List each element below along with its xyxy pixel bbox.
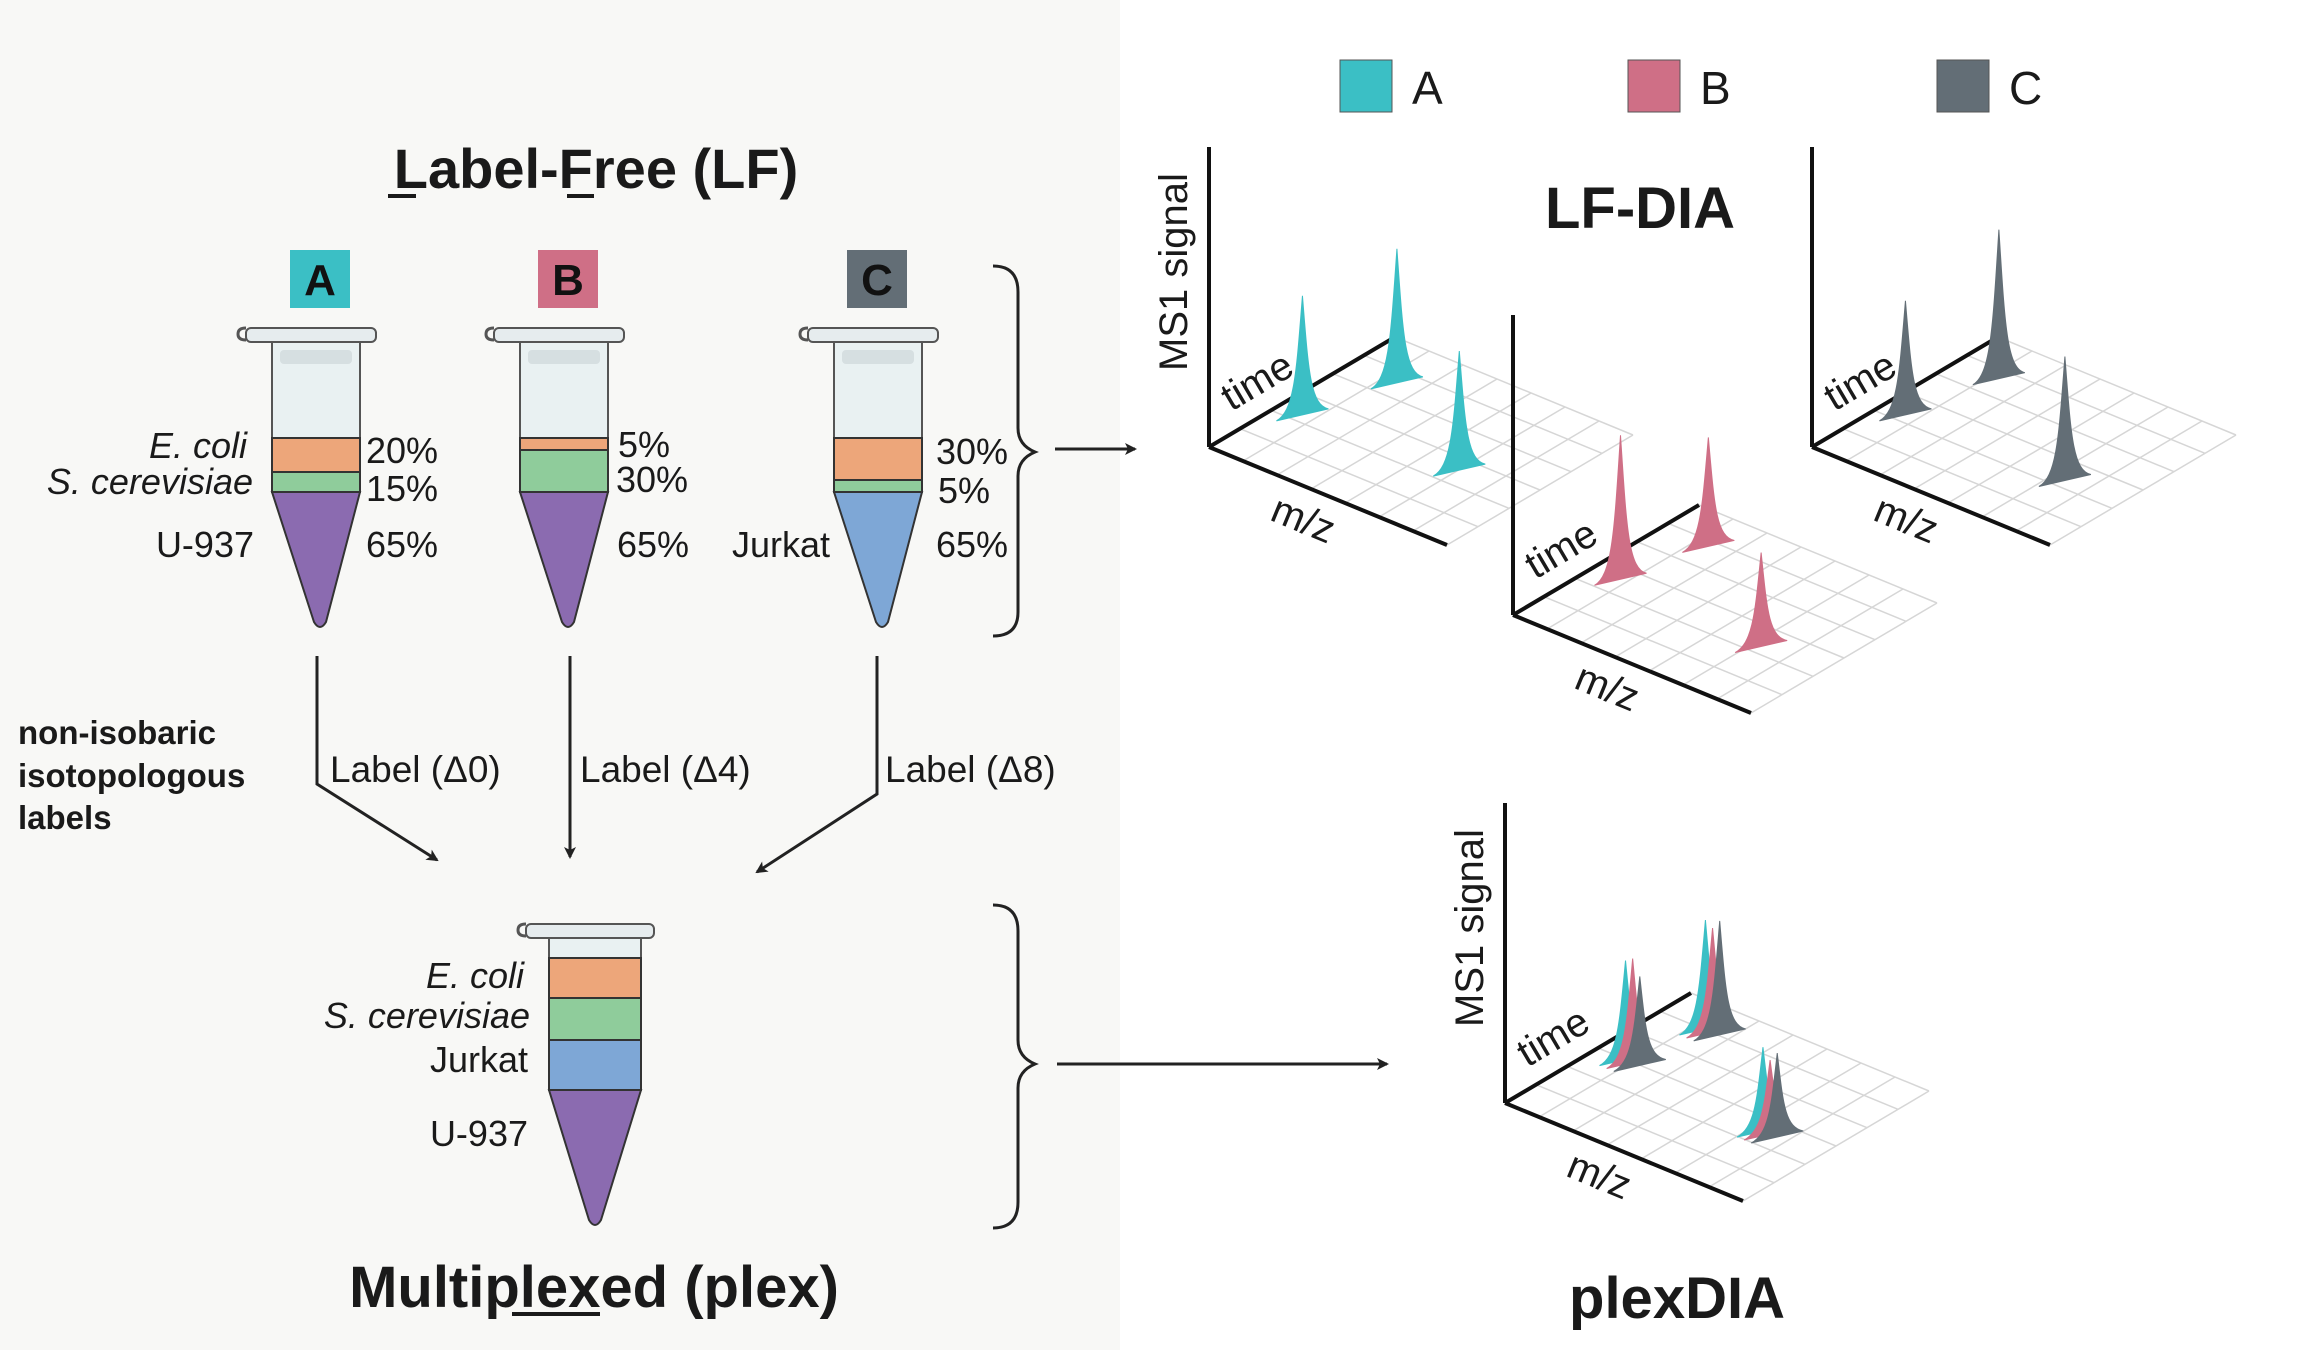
svg-text:A: A <box>304 256 336 305</box>
badge-a: A <box>290 250 350 308</box>
tube-c-yeast-pct: 5% <box>938 470 990 511</box>
arrow-label-c <box>755 656 879 874</box>
svg-text:C: C <box>861 256 893 305</box>
title-label-free: Label-Free (LF) <box>394 137 798 200</box>
tube-a-human-label: U-937 <box>156 524 254 565</box>
tube-b-ecoli-pct: 5% <box>618 424 670 465</box>
tube-a-yeast-label: S. cerevisiae <box>47 461 253 502</box>
legend-swatch-b <box>1627 59 1681 113</box>
tube-a-ecoli-pct: 20% <box>366 430 438 471</box>
peak-b-2 <box>1682 437 1735 553</box>
axis-mz <box>1208 445 1448 547</box>
peak-b-1 <box>1594 435 1647 586</box>
title-plexdia: plexDIA <box>1569 1266 1785 1331</box>
svg-text:B: B <box>552 256 584 305</box>
peak-c-2 <box>1972 229 2026 386</box>
peak-a-1 <box>1276 295 1329 422</box>
tube-a-ecoli-label: E. coli <box>149 425 248 466</box>
peak-c-3 <box>2038 356 2092 487</box>
axis-label-time: time <box>1518 511 1605 587</box>
tube-a <box>236 326 377 628</box>
legend-label-a: A <box>1412 62 1443 114</box>
tube-plex <box>516 922 655 1226</box>
brace-lf <box>992 264 1039 638</box>
axis-mz <box>1512 613 1752 715</box>
legend-swatch-a <box>1339 59 1393 113</box>
label-delta-0: Label (Δ0) <box>330 749 501 790</box>
brace-plex <box>992 903 1039 1230</box>
peak-c-1 <box>1879 300 1932 422</box>
peak-c-6 <box>1693 920 1746 1042</box>
tube-a-yeast-pct: 15% <box>366 468 438 509</box>
axis-mz <box>1811 445 2051 547</box>
peak-a-3 <box>1433 351 1486 477</box>
badge-c: C <box>847 250 907 308</box>
tube-c-ecoli-pct: 30% <box>936 431 1008 472</box>
axis-mz <box>1504 1101 1744 1203</box>
axis-time <box>1503 991 1693 1105</box>
plex-yeast-label: S. cerevisiae <box>324 995 530 1036</box>
label-delta-4: Label (Δ4) <box>580 749 751 790</box>
axis-label-signal: MS1 signal <box>1152 173 1196 371</box>
plex-u937-label: U-937 <box>430 1113 528 1154</box>
tube-c <box>798 326 939 628</box>
legend-label-b: B <box>1700 62 1731 114</box>
tube-c-human-pct: 65% <box>936 524 1008 565</box>
legend: A B C <box>1339 59 2042 114</box>
plex-ecoli-label: E. coli <box>426 955 525 996</box>
peak-b-3 <box>1734 552 1788 654</box>
title-lf-dia: LF-DIA <box>1545 176 1735 241</box>
tube-b-human-pct: 65% <box>617 524 689 565</box>
legend-swatch-c <box>1936 59 1990 113</box>
side-label-line-1: non-isobaric <box>18 714 216 751</box>
legend-label-c: C <box>2009 62 2042 114</box>
side-label-line-2: isotopologous <box>18 757 245 794</box>
peak-c-9 <box>1750 1052 1804 1144</box>
side-label-line-3: labels <box>18 799 112 836</box>
axis-label-time: time <box>1510 999 1597 1075</box>
left-panel-background <box>0 0 1120 1350</box>
peak-a-2 <box>1370 248 1424 390</box>
peak-c-3 <box>1613 976 1666 1072</box>
plex-jurkat-label: Jurkat <box>430 1039 528 1080</box>
tube-b-yeast-pct: 30% <box>616 459 688 500</box>
arrow-label-a <box>315 656 439 862</box>
tube-a-human-pct: 65% <box>366 524 438 565</box>
axis-label-signal: MS1 signal <box>1448 829 1492 1027</box>
title-multiplexed: Multiplexed (plex) <box>349 1255 839 1320</box>
axis-time <box>1511 503 1701 617</box>
badge-b: B <box>538 250 598 308</box>
tube-b <box>484 326 625 628</box>
tube-c-human-label: Jurkat <box>732 524 830 565</box>
label-delta-8: Label (Δ8) <box>885 749 1056 790</box>
